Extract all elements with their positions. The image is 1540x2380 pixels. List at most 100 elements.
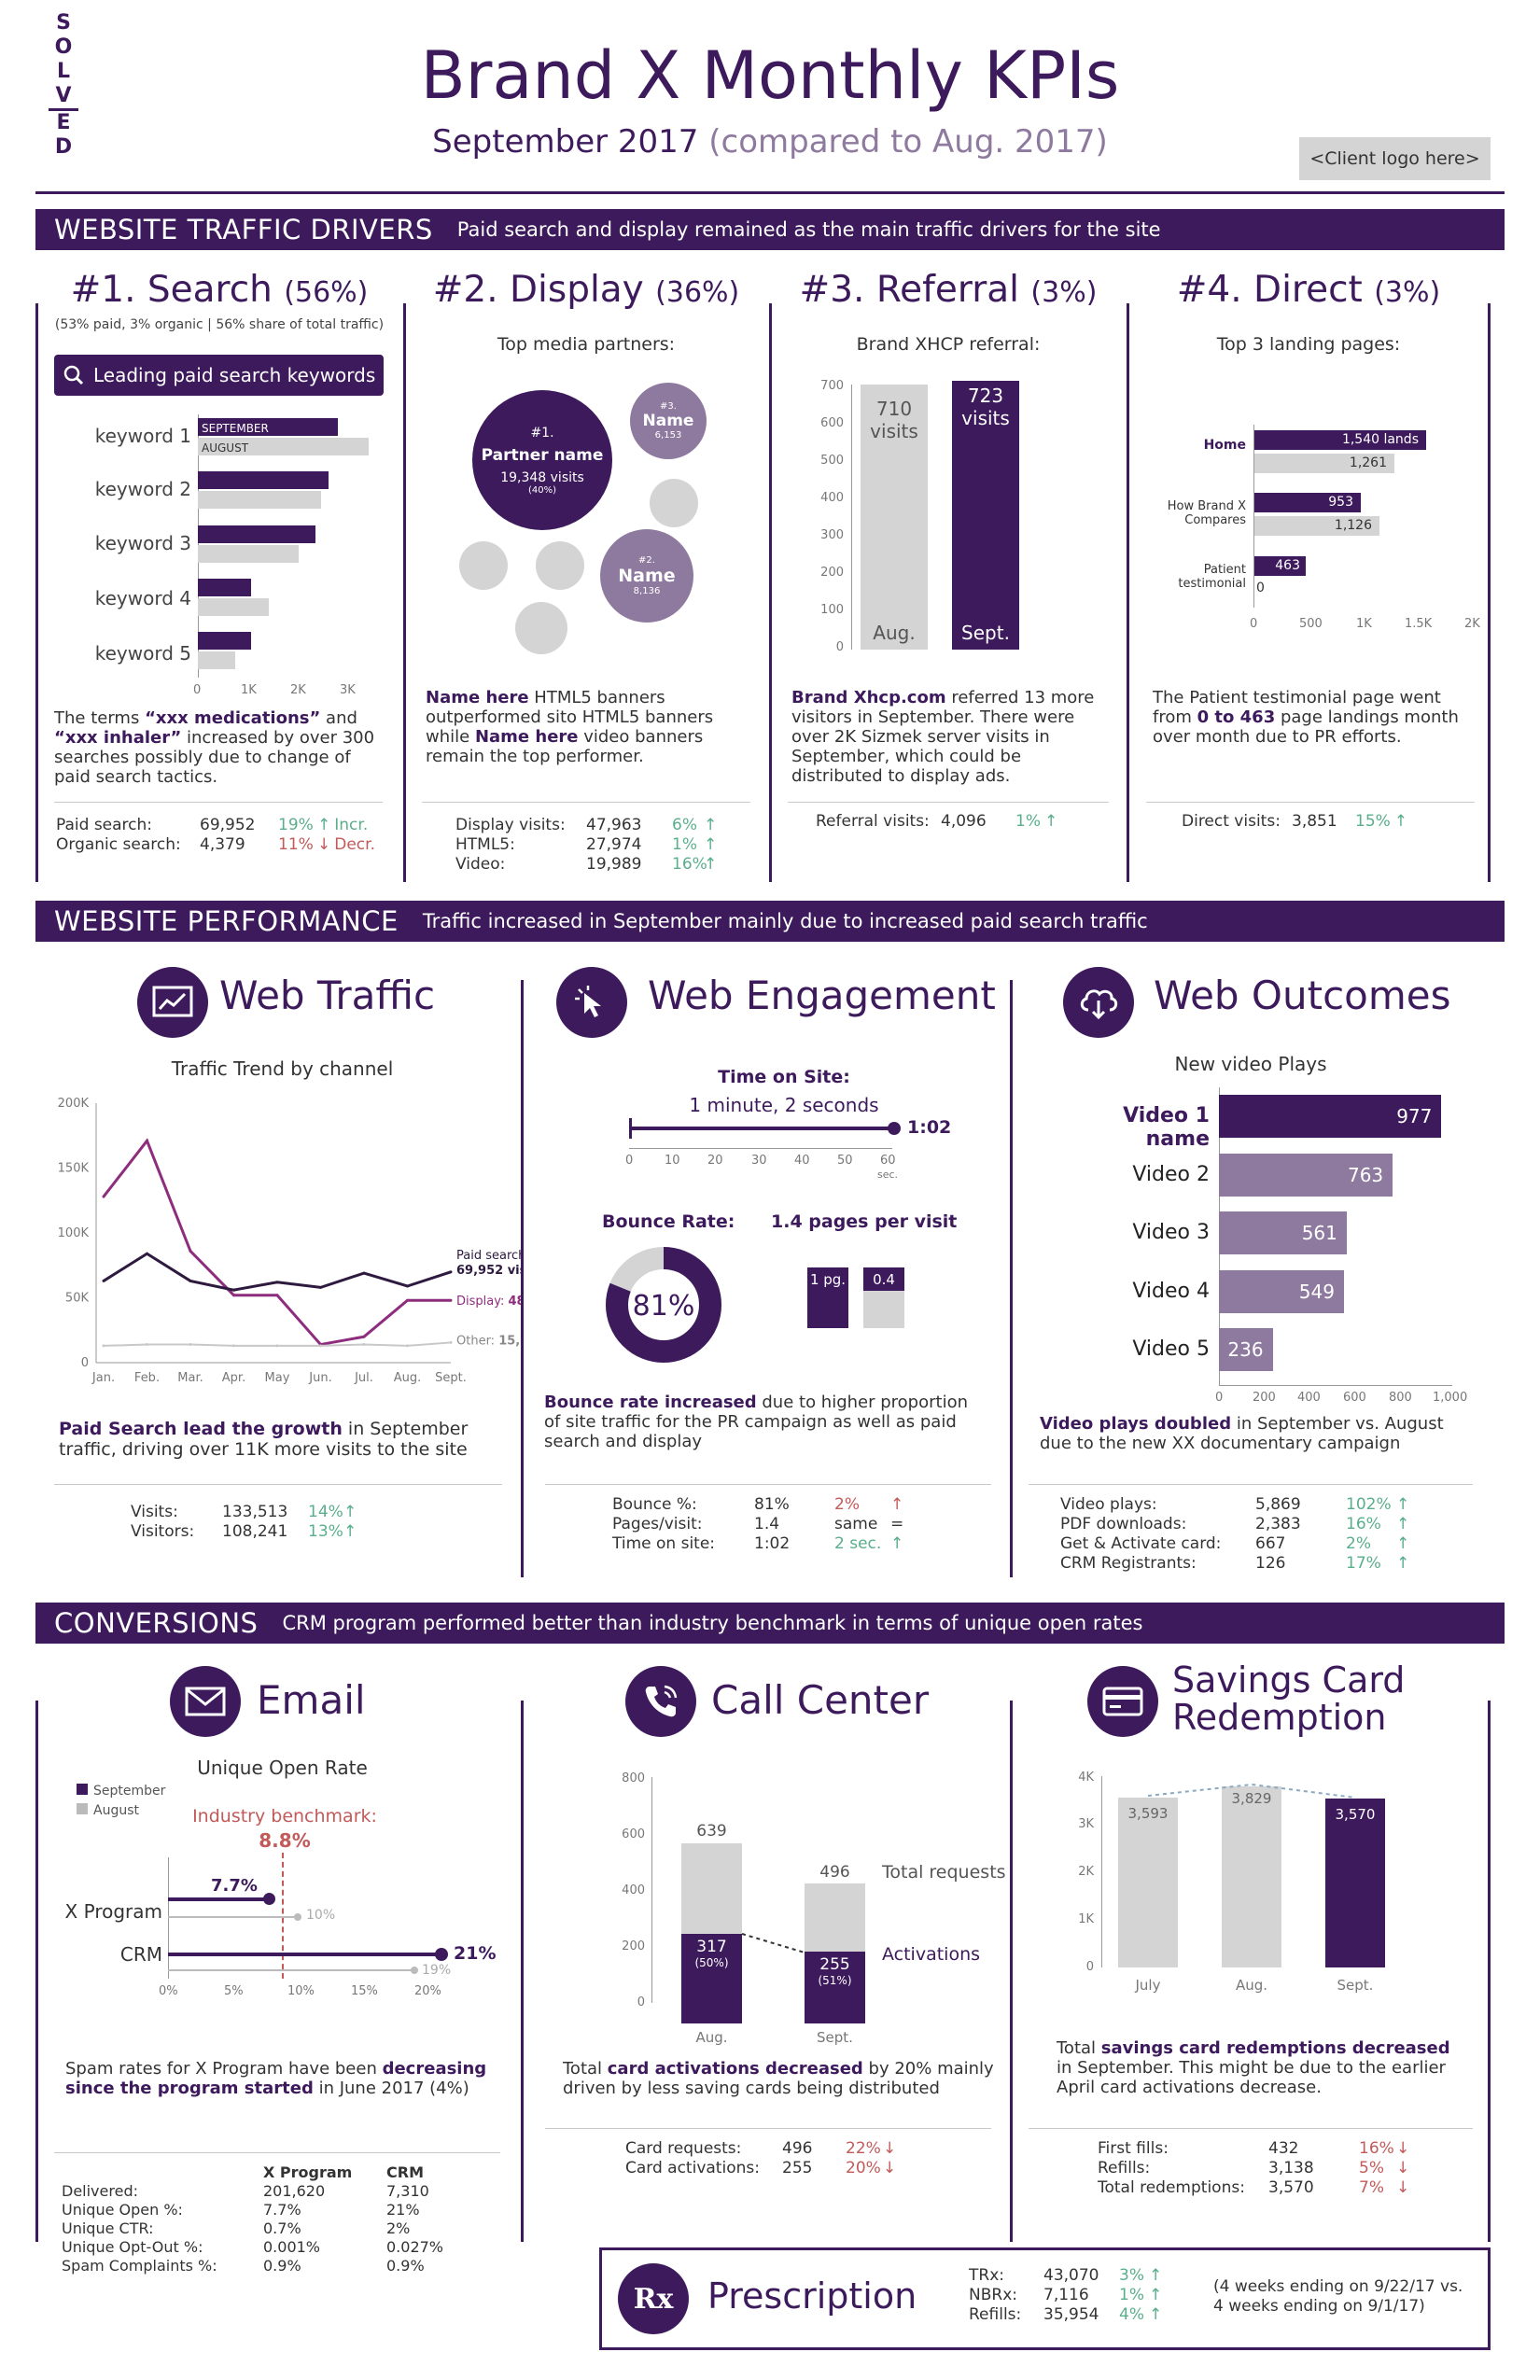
referral-heading: #3. Referral (3%) xyxy=(775,269,1122,311)
search-heading: #1. Search (56%) xyxy=(42,269,397,311)
stat-label: Video plays: xyxy=(1060,1495,1157,1514)
video-bar: 763 xyxy=(1219,1153,1393,1197)
partner-name: Name xyxy=(642,412,694,430)
stat-change: 16% xyxy=(1346,1515,1381,1533)
savings-x-label: Aug. xyxy=(1235,1977,1268,1994)
axis-tick: 0% xyxy=(159,1984,178,1998)
video-label: Video 1 name xyxy=(1123,1104,1210,1151)
note-highlight: card activations decreased xyxy=(607,2059,863,2079)
axis-tick: 20 xyxy=(707,1154,723,1168)
column-divider xyxy=(403,303,406,882)
savings-trend-line xyxy=(1148,1783,1356,1799)
table-cell: Unique Opt-Out %: xyxy=(62,2238,203,2256)
activations-label: Activations xyxy=(882,1944,981,1965)
legend-august: AUGUST xyxy=(202,441,249,455)
traffic-stats: Visits: 133,513 14% ↑ Visitors: 108,241 13% ↑ xyxy=(131,1503,357,1542)
stat-change: 16% xyxy=(672,855,707,874)
axis-tick: 400 xyxy=(820,491,844,505)
stat-change: 11% xyxy=(278,835,314,854)
table-header: X Program CRM xyxy=(62,2163,443,2182)
note-text: by 20% mainly driven by less saving card… xyxy=(563,2059,994,2098)
partner-rank: #3. xyxy=(660,401,677,412)
stat-row: Refills: 35,954 4% ↑ xyxy=(969,2305,1162,2325)
xprogram-aug-bar xyxy=(168,1916,297,1918)
down-arrow-icon: ↓ xyxy=(317,835,331,854)
crm-aug-dot xyxy=(411,1967,418,1974)
note-highlight: Video plays doubled xyxy=(1040,1414,1232,1434)
stat-row: Visits: 133,513 14% ↑ xyxy=(131,1503,357,1522)
partner-share: (40%) xyxy=(527,484,557,496)
axis-tick: 300 xyxy=(820,528,844,542)
time-on-site-marker xyxy=(888,1122,901,1135)
referral-aug-bar: 710 visits Aug. xyxy=(861,385,928,650)
aug-bar: 3,829 xyxy=(1222,1786,1281,1967)
july-bar: 3,593 xyxy=(1118,1798,1178,1967)
landing-page-label: How Brand X Compares xyxy=(1167,499,1246,527)
stat-label: Card activations: xyxy=(625,2159,760,2177)
stat-label: Organic search: xyxy=(56,835,181,854)
bounce-rate-value: 81% xyxy=(632,1290,695,1323)
series-value-label: 69,952 visits xyxy=(456,1264,521,1278)
stat-row: Refills: 3,138 5% ↓ xyxy=(1098,2159,1409,2178)
stat-change: 2% xyxy=(834,1495,860,1514)
axis-tick: 3K xyxy=(1078,1817,1094,1831)
x-tick-label: May xyxy=(265,1371,290,1385)
legend-september: September xyxy=(77,1784,165,1799)
stat-row: Display visits: 47,963 6% ↑ xyxy=(455,816,717,835)
partner-rank: #1. xyxy=(530,425,554,441)
table-cell: 0.9% xyxy=(386,2257,425,2275)
credit-card-icon xyxy=(1087,1666,1158,1737)
up-arrow-icon: ↑ xyxy=(1149,2286,1163,2304)
stat-value: 133,513 xyxy=(222,1503,288,1521)
stat-change: 1% xyxy=(672,835,697,854)
axis-tick: 500 xyxy=(1299,617,1323,631)
keyword-label: keyword 4 xyxy=(94,587,191,609)
axis-tick: 600 xyxy=(1343,1391,1366,1405)
stat-value: 3,851 xyxy=(1292,812,1337,831)
table-cell: Delivered: xyxy=(62,2182,138,2200)
stat-value: 3,570 xyxy=(1268,2178,1314,2197)
referral-heading-text: #3. Referral xyxy=(799,269,1020,311)
bar-value: 317 xyxy=(696,1938,727,1956)
cursor-click-icon xyxy=(556,967,627,1038)
axis-tick: 200 xyxy=(820,566,844,580)
stat-value: 4,096 xyxy=(941,812,987,831)
paid-keywords-button[interactable]: Leading paid search keywords xyxy=(54,355,384,396)
data-point xyxy=(189,1249,192,1253)
note-text: Total xyxy=(1057,2038,1101,2058)
divider xyxy=(788,802,1109,803)
series-line-paid-search xyxy=(103,1252,452,1292)
bounce-rate-title: Bounce Rate: xyxy=(602,1211,735,1232)
time-on-site-short: 1:02 xyxy=(907,1117,952,1138)
data-point xyxy=(102,1344,105,1348)
y-tick-label: 50K xyxy=(65,1292,90,1306)
bar-label: Aug. xyxy=(873,622,916,644)
table-cell: 0.001% xyxy=(263,2238,321,2256)
video-label: Video 5 xyxy=(1132,1337,1210,1361)
stat-value: 3,138 xyxy=(1268,2159,1314,2177)
sept-activation-bar: 255 (51%) xyxy=(805,1952,865,2023)
note-highlight: “xxx medications” xyxy=(145,708,321,728)
axis-tick: 2K xyxy=(1078,1865,1094,1879)
stat-label: Refills: xyxy=(1098,2159,1151,2177)
y-tick-label: 100K xyxy=(58,1226,90,1240)
table-cell: Spam Complaints %: xyxy=(62,2257,217,2275)
legend-swatch xyxy=(77,1803,88,1814)
axis-tick: 400 xyxy=(1297,1391,1321,1405)
stat-value: 126 xyxy=(1255,1554,1286,1573)
axis-tick: 800 xyxy=(622,1771,645,1785)
stat-value: 496 xyxy=(782,2139,813,2158)
down-arrow-icon: ↓ xyxy=(1396,2178,1410,2197)
stat-label: Bounce %: xyxy=(612,1495,697,1514)
email-axis xyxy=(168,1857,169,1979)
note-text: in September vs. August due to the new X… xyxy=(1040,1414,1444,1453)
search-stats: Paid search: 69,952 19% ↑ Incr. Organic sear… xyxy=(56,816,392,855)
call-center-heading: Call Center xyxy=(711,1677,930,1723)
prescription-period-note: (4 weeks ending on 9/22/17 vs. 4 weeks e… xyxy=(1213,2277,1463,2316)
column-divider xyxy=(35,303,38,882)
pages-bar-extra-head: 0.4 xyxy=(863,1267,904,1291)
note-highlight: Name here xyxy=(426,688,529,707)
keyword-4-aug-bar xyxy=(198,598,269,616)
stat-change: 19% xyxy=(278,816,314,834)
x-tick-label: Apr. xyxy=(222,1371,245,1385)
